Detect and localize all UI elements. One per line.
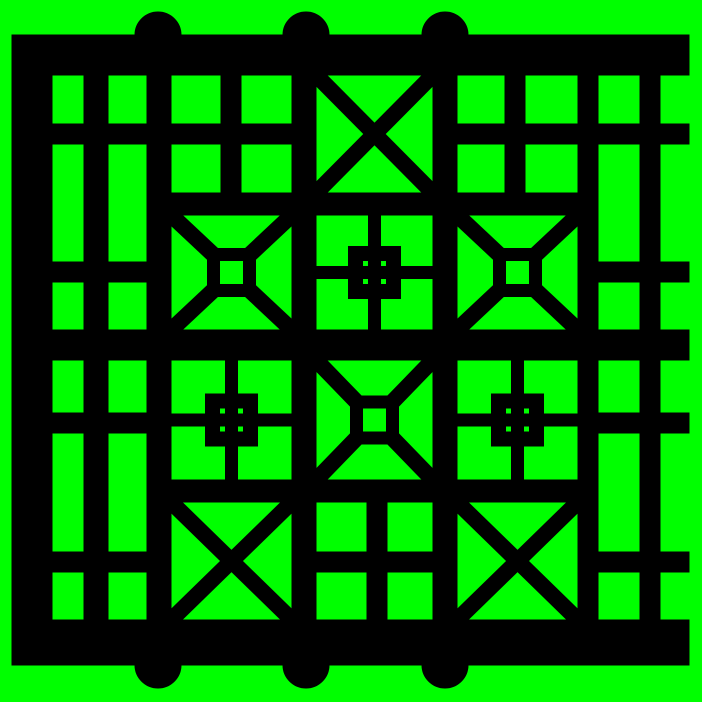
left-hbar-3 xyxy=(11,412,172,434)
x-top-center-d2 xyxy=(310,69,439,199)
rail-3 xyxy=(146,479,458,503)
pyr-mid-right-ring-left xyxy=(493,248,506,297)
knot-center-top-box-right xyxy=(386,246,401,299)
knot-center-top-h xyxy=(315,266,434,279)
pyr-mid-right-ring-right xyxy=(529,248,542,297)
left-hbar-4 xyxy=(11,551,172,573)
x-bottom-left-d2 xyxy=(165,496,298,626)
frame-top xyxy=(11,34,690,76)
knot-left-box-left xyxy=(205,393,220,447)
right-hbar-4 xyxy=(577,412,690,434)
knot-right-box-right xyxy=(529,393,544,447)
knot-left-box-right xyxy=(243,393,258,447)
right-vbar-3 xyxy=(639,74,661,621)
right-hbar-1 xyxy=(432,123,690,145)
lattice-frame xyxy=(11,11,690,689)
knot-left-h xyxy=(170,413,293,427)
bm-hbar xyxy=(291,551,458,573)
right-hbar-2 xyxy=(432,192,599,216)
pyr-center-ring-right xyxy=(386,395,399,445)
knot-center-top-box-left xyxy=(348,246,363,299)
pyr-center-ring-left xyxy=(350,395,363,445)
tl-hbar xyxy=(146,123,317,145)
pyr-mid-left-ring-left xyxy=(207,248,220,297)
x-bottom-right-d2 xyxy=(451,496,584,626)
rail-1 xyxy=(146,192,458,216)
right-vbar-1 xyxy=(504,34,526,196)
frame-bottom xyxy=(11,619,690,666)
knot-right-box-left xyxy=(491,393,506,447)
right-hbar-3 xyxy=(577,261,690,283)
knot-right-h xyxy=(456,413,579,427)
right-hbar-6 xyxy=(577,551,690,573)
rail-2 xyxy=(11,329,690,361)
pyr-mid-left-ring-right xyxy=(243,248,256,297)
left-hbar-2 xyxy=(11,261,172,283)
